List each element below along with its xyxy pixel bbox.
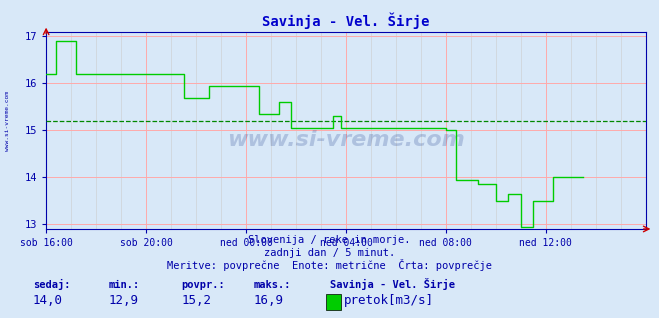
Title: Savinja - Vel. Širje: Savinja - Vel. Širje (262, 13, 430, 29)
Text: povpr.:: povpr.: (181, 280, 225, 290)
Text: sedaj:: sedaj: (33, 279, 71, 290)
Text: maks.:: maks.: (254, 280, 291, 290)
Text: Slovenija / reke in morje.: Slovenija / reke in morje. (248, 235, 411, 245)
Text: 15,2: 15,2 (181, 294, 212, 307)
Text: min.:: min.: (109, 280, 140, 290)
Text: www.si-vreme.com: www.si-vreme.com (227, 130, 465, 150)
Text: 14,0: 14,0 (33, 294, 63, 307)
Text: Savinja - Vel. Širje: Savinja - Vel. Širje (330, 278, 455, 290)
Text: Meritve: povprečne  Enote: metrične  Črta: povprečje: Meritve: povprečne Enote: metrične Črta:… (167, 259, 492, 271)
Text: 12,9: 12,9 (109, 294, 139, 307)
Text: zadnji dan / 5 minut.: zadnji dan / 5 minut. (264, 248, 395, 258)
Text: www.si-vreme.com: www.si-vreme.com (5, 91, 11, 151)
Text: pretok[m3/s]: pretok[m3/s] (344, 294, 434, 307)
Text: 16,9: 16,9 (254, 294, 284, 307)
